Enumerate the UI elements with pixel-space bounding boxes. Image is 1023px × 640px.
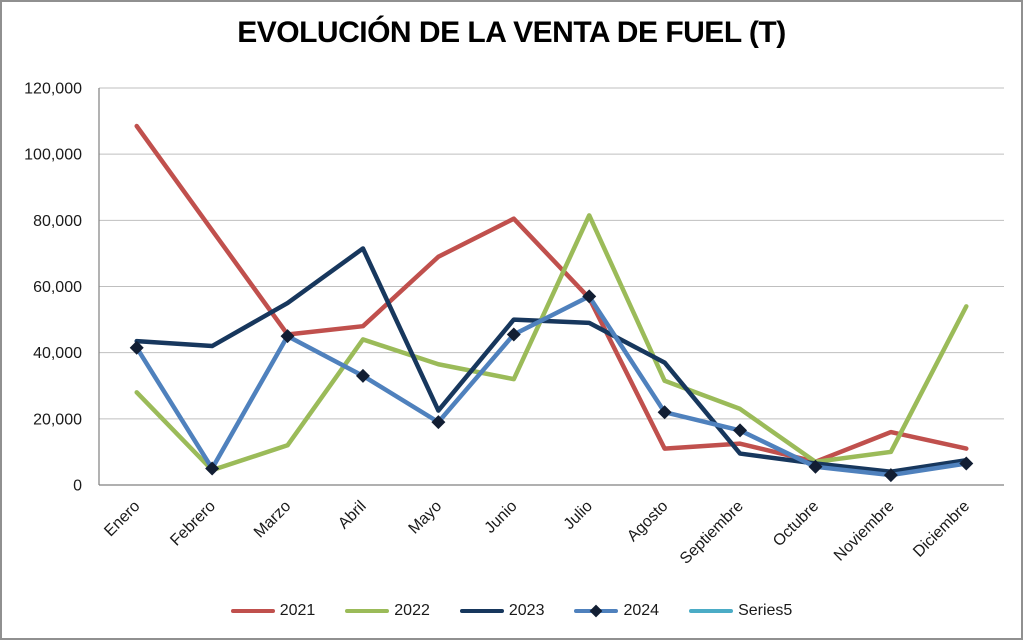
legend-line-sample bbox=[345, 609, 390, 613]
y-axis-tick-label: 20,000 bbox=[33, 411, 82, 428]
y-axis-tick-label: 40,000 bbox=[33, 345, 82, 362]
legend-line-sample bbox=[689, 609, 734, 613]
y-axis-tick-label: 80,000 bbox=[33, 213, 82, 230]
legend-label: Series5 bbox=[738, 602, 793, 619]
chart-legend: 2021 2022 2023 2024 Series5 bbox=[2, 600, 1021, 622]
x-axis-label: Octubre bbox=[770, 498, 822, 550]
data-point-marker-2024[interactable] bbox=[280, 329, 295, 344]
x-axis-label: Septiembre bbox=[677, 498, 747, 568]
series-line-2023[interactable] bbox=[134, 246, 969, 475]
data-point-marker-2024[interactable] bbox=[431, 415, 446, 430]
data-point-marker-2024[interactable] bbox=[205, 461, 220, 476]
legend-line-sample bbox=[459, 609, 504, 613]
series-line-2021[interactable] bbox=[134, 123, 969, 465]
legend-label: 2023 bbox=[508, 602, 545, 619]
data-point-marker-2024[interactable] bbox=[883, 468, 898, 483]
x-axis-label: Agosto bbox=[624, 498, 671, 545]
legend-line-sample bbox=[230, 609, 275, 613]
data-point-marker-2024[interactable] bbox=[582, 289, 597, 304]
x-axis-label: Julio bbox=[561, 498, 596, 533]
legend-item-Series5[interactable]: Series5 bbox=[689, 603, 792, 619]
legend-item-2023[interactable]: 2023 bbox=[459, 602, 545, 619]
data-point-marker-2024[interactable] bbox=[129, 340, 144, 355]
legend-label: 2021 bbox=[279, 602, 316, 619]
y-axis-tick-label: 120,000 bbox=[24, 81, 82, 98]
legend-line-sample bbox=[574, 604, 619, 618]
data-point-marker-2024[interactable] bbox=[355, 368, 370, 383]
legend-item-2021[interactable]: 2021 bbox=[230, 602, 316, 619]
series-line-2022[interactable] bbox=[134, 213, 969, 473]
legend-label: 2024 bbox=[623, 602, 660, 619]
x-axis-label: Enero bbox=[101, 498, 143, 540]
legend-marker-diamond-icon bbox=[590, 604, 603, 618]
data-point-marker-2024[interactable] bbox=[959, 456, 974, 471]
series-line-2024[interactable] bbox=[134, 294, 969, 478]
y-axis-tick-label: 60,000 bbox=[33, 279, 82, 296]
x-axis-label: Junio bbox=[482, 498, 521, 537]
x-axis-label: Febrero bbox=[167, 498, 219, 550]
data-point-marker-2024[interactable] bbox=[733, 423, 748, 438]
x-axis-label: Mayo bbox=[406, 498, 446, 538]
data-point-marker-2024[interactable] bbox=[506, 327, 521, 342]
legend-item-2024[interactable]: 2024 bbox=[574, 603, 659, 619]
x-axis-label: Noviembre bbox=[831, 498, 898, 565]
chart-title: EVOLUCIÓN DE LA VENTA DE FUEL (T) bbox=[237, 16, 786, 49]
data-point-marker-2024[interactable] bbox=[808, 459, 823, 474]
data-point-marker-2024[interactable] bbox=[657, 405, 672, 420]
x-axis-label: Diciembre bbox=[910, 498, 973, 561]
legend-item-2022[interactable]: 2022 bbox=[345, 603, 430, 619]
y-axis-tick-label: 0 bbox=[73, 478, 82, 495]
y-axis-tick-label: 100,000 bbox=[24, 147, 82, 164]
legend-label: 2022 bbox=[394, 602, 430, 619]
x-axis-label: Abril bbox=[335, 498, 370, 533]
x-axis-label: Marzo bbox=[251, 498, 295, 542]
